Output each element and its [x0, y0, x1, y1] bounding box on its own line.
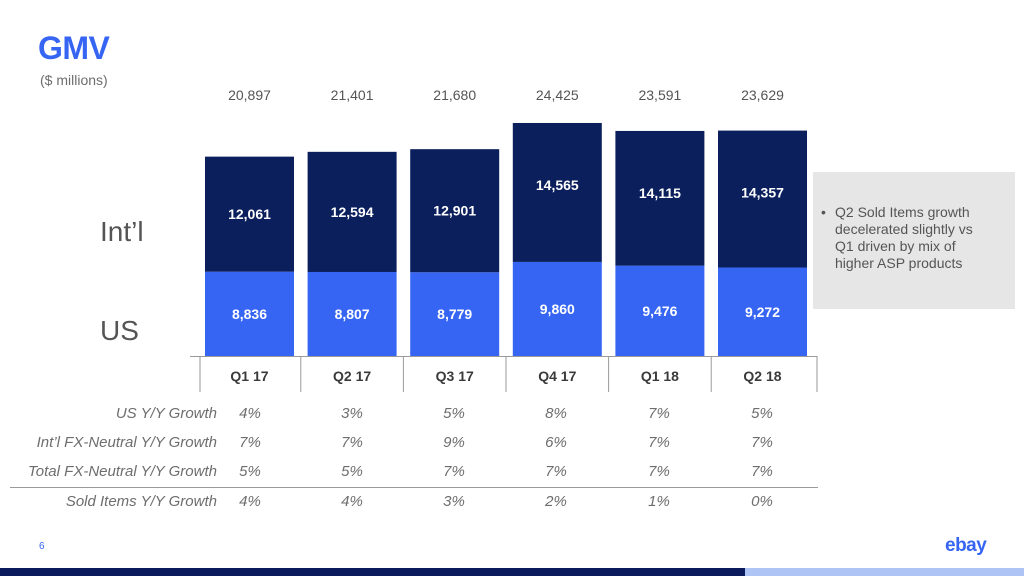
growth-cell: 8% — [545, 405, 567, 422]
intl-value-label: 12,594 — [331, 204, 374, 220]
growth-cell: 9% — [443, 434, 465, 451]
growth-cell: 2% — [545, 493, 567, 510]
intl-value-label: 12,061 — [228, 206, 271, 222]
footer-bar-light — [745, 568, 1024, 576]
growth-cell: 7% — [648, 405, 670, 422]
total-value-label: 24,425 — [536, 87, 579, 103]
us-value-label: 8,807 — [335, 306, 370, 322]
intl-value-label: 14,357 — [741, 185, 784, 201]
growth-cell: 1% — [648, 493, 670, 510]
callout-line: Q2 Sold Items growth — [835, 204, 970, 220]
row-label: Total FX-Neutral Y/Y Growth — [28, 463, 217, 480]
category-tick-label: Q3 17 — [436, 368, 474, 384]
growth-cell: 5% — [751, 405, 773, 422]
bar-us — [615, 265, 705, 356]
page-number: 6 — [39, 541, 45, 552]
intl-segment-label: Int’l — [100, 216, 144, 247]
intl-value-label: 14,565 — [536, 177, 579, 193]
table-row: Int’l FX-Neutral Y/Y Growth 7% 7% 9% 6% … — [0, 428, 820, 457]
intl-value-label: 12,901 — [433, 203, 476, 219]
growth-cell: 7% — [341, 434, 363, 451]
row-label: US Y/Y Growth — [115, 405, 217, 422]
growth-cell: 5% — [443, 405, 465, 422]
table-divider — [10, 487, 818, 488]
category-tick-label: Q2 18 — [743, 368, 781, 384]
us-value-label: 9,860 — [540, 301, 575, 317]
total-value-label: 21,680 — [433, 87, 476, 103]
growth-cell: 4% — [239, 493, 261, 510]
total-value-label: 23,591 — [638, 87, 681, 103]
bar-intl — [307, 151, 397, 272]
table-row: Sold Items Y/Y Growth 4% 4% 3% 2% 1% 0% — [0, 487, 820, 516]
total-value-label: 23,629 — [741, 87, 784, 103]
callout-line: decelerated slightly vs — [835, 221, 973, 237]
growth-cell: 7% — [545, 463, 567, 480]
slide-subtitle: ($ millions) — [40, 72, 108, 88]
growth-cell: 7% — [443, 463, 465, 480]
growth-cell: 7% — [751, 463, 773, 480]
growth-cell: 3% — [443, 493, 465, 510]
category-tick-label: Q4 17 — [538, 368, 576, 384]
bar-intl — [512, 122, 602, 262]
row-label: Int’l FX-Neutral Y/Y Growth — [36, 434, 217, 451]
us-value-label: 8,779 — [437, 306, 472, 322]
bar-us — [205, 271, 294, 356]
bar-intl — [615, 130, 705, 266]
bar-us — [307, 271, 397, 356]
us-value-label: 9,272 — [745, 304, 780, 320]
callout-line: higher ASP products — [835, 255, 963, 271]
us-value-label: 8,836 — [232, 306, 267, 322]
bar-us — [718, 267, 807, 356]
us-segment-label: US — [100, 315, 139, 346]
bar-intl — [205, 156, 294, 272]
growth-cell: 7% — [239, 434, 261, 451]
growth-cell: 6% — [545, 434, 567, 451]
growth-cell: 5% — [239, 463, 261, 480]
category-tick-label: Q1 17 — [230, 368, 268, 384]
growth-cell: 7% — [751, 434, 773, 451]
bar-us — [410, 272, 500, 356]
growth-cell: 3% — [341, 405, 363, 422]
bar-intl — [410, 149, 500, 273]
growth-cell: 5% — [341, 463, 363, 480]
growth-cell: 7% — [648, 463, 670, 480]
bullet-icon: • — [821, 204, 826, 220]
callout-line: Q1 driven by mix of — [835, 238, 956, 254]
category-tick-label: Q1 18 — [641, 368, 679, 384]
growth-cell: 4% — [239, 405, 261, 422]
callout-text: Q2 Sold Items growth decelerated slightl… — [835, 204, 973, 272]
table-row: US Y/Y Growth 4% 3% 5% 8% 7% 5% — [0, 399, 820, 428]
growth-cell: 0% — [751, 493, 773, 510]
slide-title: GMV — [38, 30, 110, 66]
category-tick-label: Q2 17 — [333, 368, 371, 384]
us-value-label: 9,476 — [642, 303, 677, 319]
total-value-label: 20,897 — [228, 87, 271, 103]
total-value-label: 21,401 — [331, 87, 374, 103]
growth-cell: 4% — [341, 493, 363, 510]
growth-cell: 7% — [648, 434, 670, 451]
ebay-logo: ebay — [945, 535, 987, 556]
callout-box: • Q2 Sold Items growth decelerated sligh… — [813, 172, 1015, 309]
footer-bar-dark — [0, 568, 745, 576]
table-row: Total FX-Neutral Y/Y Growth 5% 5% 7% 7% … — [0, 457, 820, 486]
bar-intl — [718, 130, 807, 268]
row-label: Sold Items Y/Y Growth — [65, 493, 217, 510]
bar-us — [512, 261, 602, 356]
intl-value-label: 14,115 — [639, 185, 681, 201]
callout-bullet-item: • Q2 Sold Items growth decelerated sligh… — [821, 204, 1005, 272]
